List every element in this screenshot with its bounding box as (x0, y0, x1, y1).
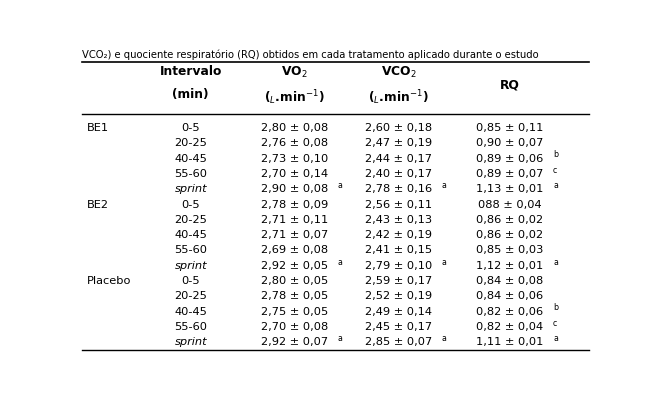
Text: 2,49 ± 0,14: 2,49 ± 0,14 (365, 306, 432, 316)
Text: 0,82 ± 0,04: 0,82 ± 0,04 (477, 322, 543, 332)
Text: a: a (553, 258, 558, 266)
Text: 0,82 ± 0,06: 0,82 ± 0,06 (477, 306, 543, 316)
Text: 55-60: 55-60 (174, 246, 207, 256)
Text: 40-45: 40-45 (174, 306, 207, 316)
Text: a: a (553, 181, 558, 190)
Text: 2,92 ± 0,07: 2,92 ± 0,07 (261, 337, 328, 347)
Text: 0,86 ± 0,02: 0,86 ± 0,02 (477, 230, 543, 240)
Text: VCO$_2$: VCO$_2$ (381, 65, 416, 80)
Text: 1,11 ± 0,01: 1,11 ± 0,01 (476, 337, 543, 347)
Text: sprint: sprint (175, 261, 207, 271)
Text: 2,56 ± 0,11: 2,56 ± 0,11 (365, 200, 432, 210)
Text: 2,75 ± 0,05: 2,75 ± 0,05 (261, 306, 328, 316)
Text: 1,12 ± 0,01: 1,12 ± 0,01 (476, 261, 543, 271)
Text: 2,69 ± 0,08: 2,69 ± 0,08 (261, 246, 328, 256)
Text: 2,80 ± 0,05: 2,80 ± 0,05 (261, 276, 328, 286)
Text: 2,43 ± 0,13: 2,43 ± 0,13 (365, 215, 432, 225)
Text: a: a (553, 334, 558, 343)
Text: 0,85 ± 0,11: 0,85 ± 0,11 (476, 123, 543, 133)
Text: Placebo: Placebo (87, 276, 131, 286)
Text: 0,89 ± 0,06: 0,89 ± 0,06 (476, 154, 543, 164)
Text: 2,70 ± 0,08: 2,70 ± 0,08 (261, 322, 328, 332)
Text: 2,73 ± 0,10: 2,73 ± 0,10 (261, 154, 328, 164)
Text: sprint: sprint (175, 337, 207, 347)
Text: BE2: BE2 (87, 200, 109, 210)
Text: 2,79 ± 0,10: 2,79 ± 0,10 (365, 261, 432, 271)
Text: 2,40 ± 0,17: 2,40 ± 0,17 (365, 169, 432, 179)
Text: 0,85 ± 0,03: 0,85 ± 0,03 (476, 246, 543, 256)
Text: 2,52 ± 0,19: 2,52 ± 0,19 (365, 291, 432, 301)
Text: 1,13 ± 0,01: 1,13 ± 0,01 (476, 184, 543, 194)
Text: 2,59 ± 0,17: 2,59 ± 0,17 (365, 276, 432, 286)
Text: 2,78 ± 0,16: 2,78 ± 0,16 (365, 184, 432, 194)
Text: a: a (441, 334, 447, 343)
Text: 0-5: 0-5 (181, 276, 200, 286)
Text: 0-5: 0-5 (181, 123, 200, 133)
Text: 40-45: 40-45 (174, 230, 207, 240)
Text: a: a (337, 258, 343, 266)
Text: 20-25: 20-25 (174, 291, 207, 301)
Text: 0,90 ± 0,07: 0,90 ± 0,07 (476, 138, 543, 148)
Text: ($_{L}$.min$^{-1}$): ($_{L}$.min$^{-1}$) (264, 88, 325, 107)
Text: VCO₂) e quociente respiratório (RQ) obtidos em cada tratamento aplicado durante : VCO₂) e quociente respiratório (RQ) obti… (82, 50, 538, 60)
Text: 55-60: 55-60 (174, 169, 207, 179)
Text: 2,71 ± 0,11: 2,71 ± 0,11 (261, 215, 328, 225)
Text: 2,78 ± 0,05: 2,78 ± 0,05 (261, 291, 328, 301)
Text: a: a (337, 181, 343, 190)
Text: ($_{L}$.min$^{-1}$): ($_{L}$.min$^{-1}$) (368, 88, 429, 107)
Text: VO$_2$: VO$_2$ (281, 65, 308, 80)
Text: 2,41 ± 0,15: 2,41 ± 0,15 (365, 246, 432, 256)
Text: 2,70 ± 0,14: 2,70 ± 0,14 (261, 169, 328, 179)
Text: sprint: sprint (175, 184, 207, 194)
Text: 2,78 ± 0,09: 2,78 ± 0,09 (261, 200, 328, 210)
Text: a: a (441, 181, 447, 190)
Text: 2,80 ± 0,08: 2,80 ± 0,08 (261, 123, 328, 133)
Text: 2,45 ± 0,17: 2,45 ± 0,17 (365, 322, 432, 332)
Text: 20-25: 20-25 (174, 138, 207, 148)
Text: 2,44 ± 0,17: 2,44 ± 0,17 (365, 154, 432, 164)
Text: 2,42 ± 0,19: 2,42 ± 0,19 (365, 230, 432, 240)
Text: 0,84 ± 0,08: 0,84 ± 0,08 (476, 276, 543, 286)
Text: a: a (441, 258, 447, 266)
Text: 2,71 ± 0,07: 2,71 ± 0,07 (261, 230, 328, 240)
Text: BE1: BE1 (87, 123, 109, 133)
Text: 2,85 ± 0,07: 2,85 ± 0,07 (365, 337, 432, 347)
Text: 0,89 ± 0,07: 0,89 ± 0,07 (476, 169, 543, 179)
Text: 2,76 ± 0,08: 2,76 ± 0,08 (261, 138, 328, 148)
Text: b: b (553, 304, 558, 312)
Text: Intervalo: Intervalo (160, 65, 222, 78)
Text: 2,47 ± 0,19: 2,47 ± 0,19 (365, 138, 432, 148)
Text: c: c (553, 166, 557, 175)
Text: c: c (553, 319, 557, 328)
Text: 40-45: 40-45 (174, 154, 207, 164)
Text: 0,86 ± 0,02: 0,86 ± 0,02 (477, 215, 543, 225)
Text: a: a (337, 334, 343, 343)
Text: 2,60 ± 0,18: 2,60 ± 0,18 (365, 123, 432, 133)
Text: 55-60: 55-60 (174, 322, 207, 332)
Text: 0-5: 0-5 (181, 200, 200, 210)
Text: 088 ± 0,04: 088 ± 0,04 (478, 200, 542, 210)
Text: 2,92 ± 0,05: 2,92 ± 0,05 (261, 261, 328, 271)
Text: 20-25: 20-25 (174, 215, 207, 225)
Text: 0,84 ± 0,06: 0,84 ± 0,06 (477, 291, 543, 301)
Text: RQ: RQ (500, 79, 520, 92)
Text: b: b (553, 150, 558, 160)
Text: 2,90 ± 0,08: 2,90 ± 0,08 (261, 184, 328, 194)
Text: (min): (min) (173, 88, 209, 101)
